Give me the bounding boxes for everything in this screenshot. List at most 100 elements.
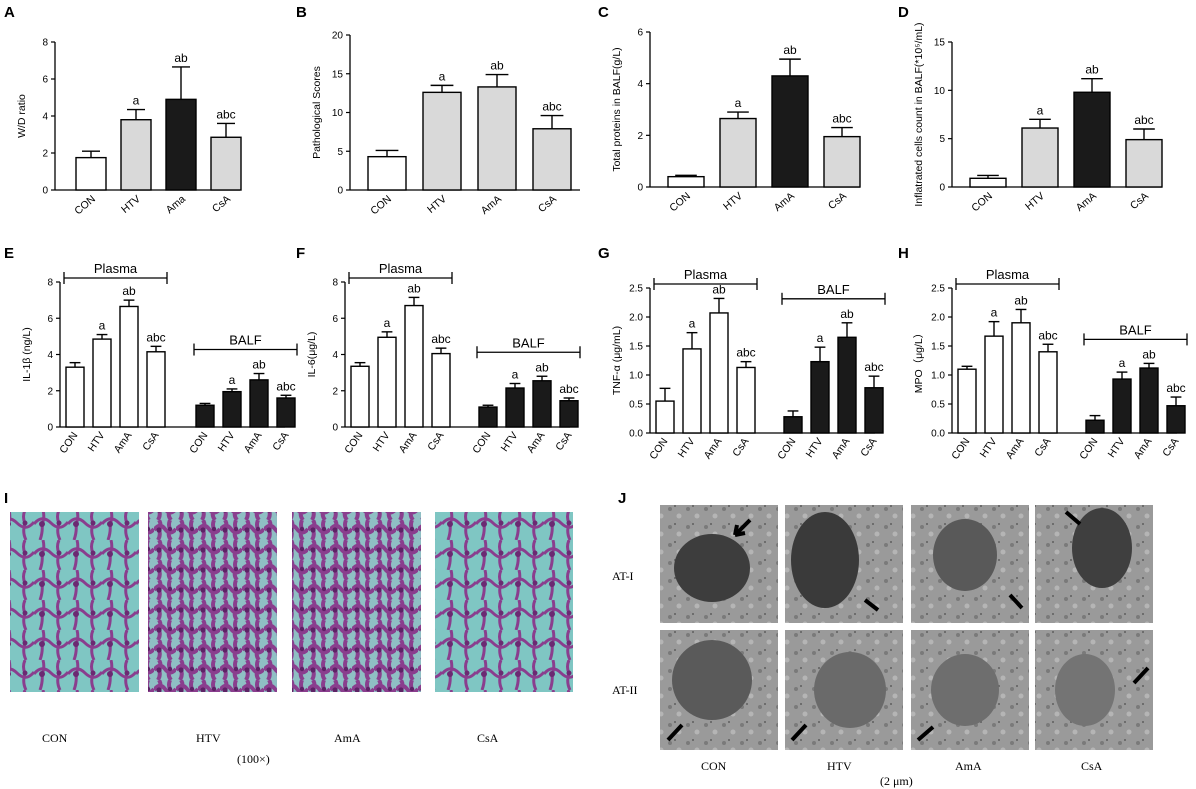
caption-I-ama: AmA — [334, 731, 361, 745]
bar — [377, 336, 397, 428]
x-tick-label: HTV — [978, 436, 1000, 460]
bar — [431, 352, 451, 428]
y-tick-label: 2 — [42, 149, 48, 160]
group-label: BALF — [229, 333, 262, 348]
bar — [837, 336, 857, 434]
chart-G: G 0.0 0.5 1.0 1.5 2.0 2.5 TNF-α (μg/mL) CON a HTV a… — [598, 245, 886, 462]
significance-label: abc — [146, 330, 165, 344]
significance-label: ab — [1014, 293, 1028, 307]
em-panel: J AT-I AT-II CON HTV AmA CsA (2 μm) — [612, 490, 1153, 788]
group-label: BALF — [512, 335, 545, 350]
caption-I-csa: CsA — [477, 731, 499, 745]
y-tick-label: 0 — [42, 186, 48, 197]
bar — [195, 404, 215, 428]
y-tick-label: 8 — [42, 38, 48, 49]
y-tick-label: 4 — [332, 350, 338, 361]
chart-panels: A 0 2 4 6 8 W/D ratio CON a HTV ab Ama abc CsA B 0 5 10 15… — [4, 4, 1188, 462]
em-image-at2-csa — [1035, 630, 1153, 750]
y-tick-label: 0.0 — [931, 429, 945, 440]
bar — [477, 86, 517, 191]
y-tick-label: 2 — [637, 131, 643, 142]
significance-label: a — [689, 317, 696, 331]
bar — [1139, 367, 1159, 434]
significance-label: ab — [252, 358, 266, 372]
scale-label: (2 μm) — [880, 774, 913, 788]
x-tick-label: AmA — [1004, 436, 1027, 462]
x-tick-label: CON — [647, 436, 670, 462]
bar — [65, 366, 85, 428]
magnification-label: (100×) — [237, 752, 270, 766]
y-tick-label: 8 — [47, 278, 53, 289]
x-tick-label: CsA — [858, 436, 879, 459]
arrow-icon — [790, 723, 808, 742]
group-label: BALF — [817, 282, 850, 297]
x-tick-label: HTV — [216, 430, 238, 454]
bar — [783, 416, 803, 434]
x-tick-label: AmA — [242, 430, 265, 456]
bar — [1038, 351, 1058, 434]
caption-J-ama: AmA — [955, 759, 982, 773]
y-tick-label: 0.5 — [931, 400, 945, 411]
y-tick-label: 4 — [47, 350, 53, 361]
y-tick-label: 1.0 — [931, 371, 945, 382]
y-tick-label: 2.0 — [931, 313, 945, 324]
row-label-at2: AT-II — [612, 683, 638, 697]
arrow-icon — [1132, 666, 1150, 685]
y-tick-label: 8 — [332, 278, 338, 289]
x-tick-label: CsA — [1128, 190, 1151, 212]
caption-J-con: CON — [701, 759, 727, 773]
x-tick-label: CON — [368, 193, 394, 217]
bar — [969, 177, 1007, 188]
x-tick-label: AmA — [525, 430, 548, 456]
x-tick-label: HTV — [676, 436, 698, 460]
significance-label: ab — [840, 307, 854, 321]
bar — [984, 335, 1004, 434]
panel-letter-E: E — [4, 245, 14, 262]
significance-label: ab — [712, 282, 726, 296]
histology-image-ama — [292, 512, 421, 692]
x-tick-label: AmA — [479, 193, 504, 217]
x-tick-label: CsA — [140, 430, 161, 453]
y-tick-label: 2.0 — [629, 313, 643, 324]
bar — [146, 351, 166, 428]
y-tick-label: 2.5 — [629, 284, 643, 295]
y-tick-label: 0 — [47, 423, 53, 434]
x-tick-label: CON — [470, 430, 493, 456]
x-tick-label: CON — [187, 430, 210, 456]
bar — [719, 117, 757, 188]
x-tick-label: AmA — [112, 430, 135, 456]
em-image-at2-htv — [785, 630, 903, 750]
y-axis-label: Pathological Scores — [311, 66, 323, 159]
significance-label: abc — [276, 379, 295, 393]
x-tick-label: CON — [72, 193, 98, 217]
bar — [165, 98, 197, 191]
significance-label: ab — [535, 360, 549, 374]
y-tick-label: 5 — [939, 134, 945, 145]
panel-letter-A: A — [4, 4, 15, 21]
y-tick-label: 4 — [637, 79, 643, 90]
panel-letter-I: I — [4, 490, 8, 507]
y-tick-label: 0.5 — [629, 400, 643, 411]
x-tick-label: CsA — [553, 430, 574, 453]
x-tick-label: HTV — [721, 190, 745, 213]
bar — [505, 387, 525, 428]
bar — [532, 380, 552, 428]
caption-I-htv: HTV — [196, 731, 221, 745]
chart-B: B 0 5 10 15 20 Pathological Scores CON a HTV ab AmA… — [296, 4, 580, 217]
bar — [119, 305, 139, 428]
chart-A: A 0 2 4 6 8 W/D ratio CON a HTV ab Ama abc CsA — [4, 4, 242, 217]
x-tick-label: HTV — [371, 430, 393, 454]
significance-label: a — [229, 373, 236, 387]
em-image-at1-con — [660, 505, 778, 623]
x-tick-label: CON — [949, 436, 972, 462]
panel-letter-F: F — [296, 245, 305, 262]
y-axis-label: TNF-α (μg/mL) — [611, 326, 623, 395]
arrow-icon — [666, 723, 684, 742]
x-tick-label: AmA — [702, 436, 725, 462]
significance-label: abc — [216, 107, 235, 121]
chart-E: E 0 2 4 6 8 IL-1β (ng/L) CON a HTV ab AmA abc CsA CON a… — [4, 245, 298, 456]
em-image-at1-ama — [911, 505, 1029, 623]
panel-letter-B: B — [296, 4, 307, 21]
bar — [709, 312, 729, 434]
bar — [92, 338, 112, 428]
